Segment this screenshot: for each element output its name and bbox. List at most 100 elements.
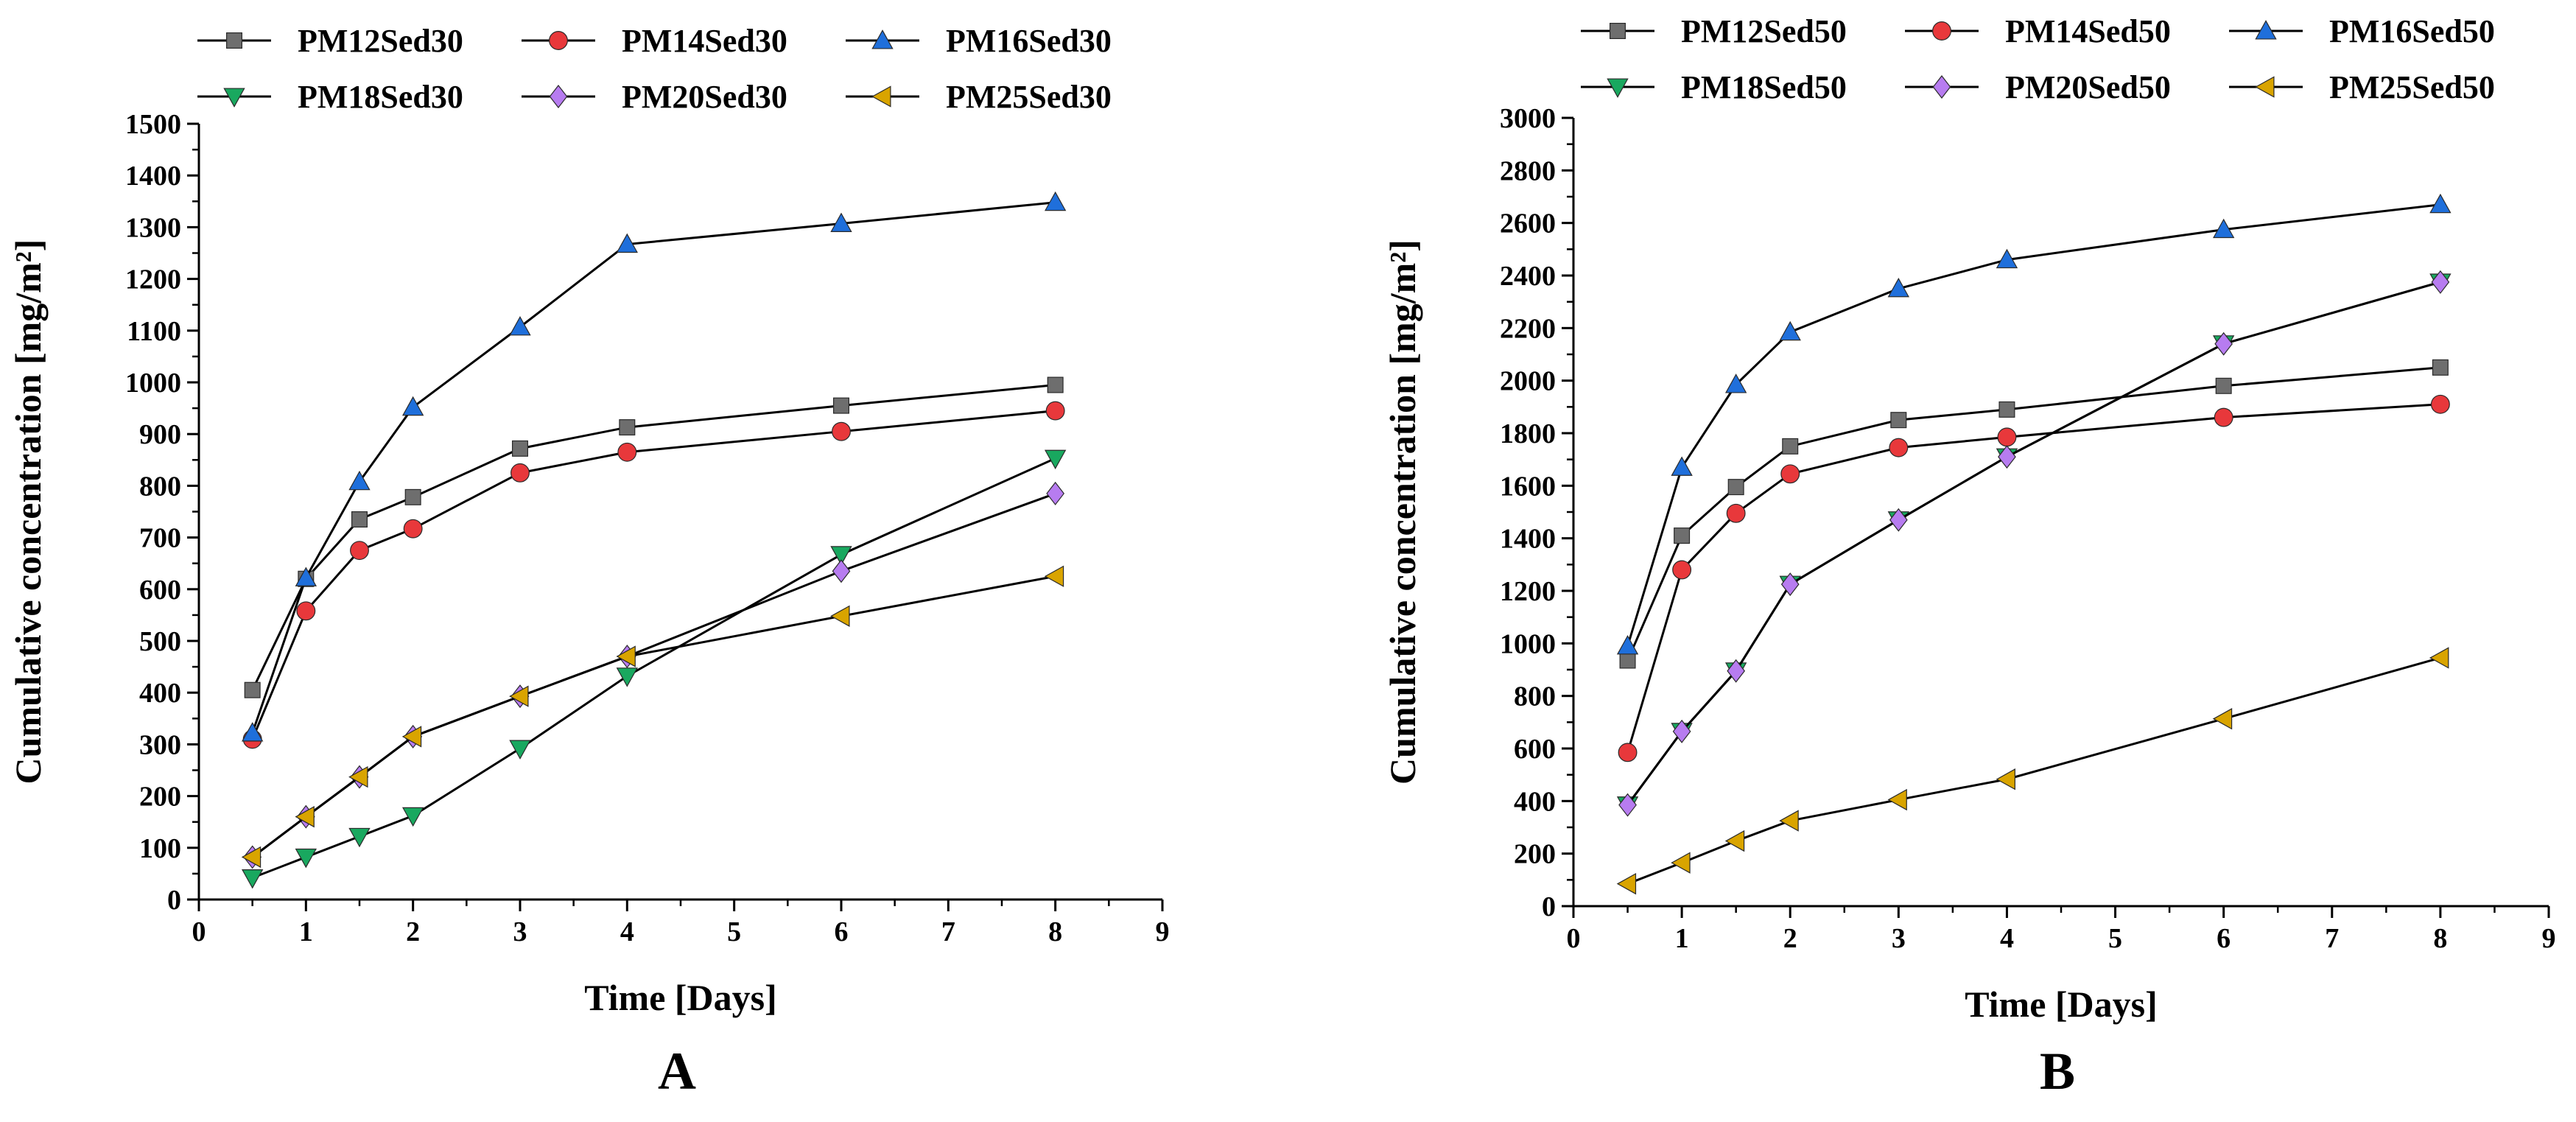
series-line [1627,656,2441,886]
y-tick-label: 1000 [1500,628,1556,659]
data-point [1782,438,1799,455]
legend-label: PM18Sed50 [1681,69,1847,105]
legend: PM12Sed50 PM14Sed50 PM16Sed50 PM18Sed50 PM20… [1581,13,2495,105]
series-line [1626,403,2440,753]
legend-label: PM18Sed30 [298,79,463,115]
data-point [830,605,850,627]
series-line [1626,203,2441,647]
data-point [1619,652,1636,669]
y-tick-label: 1500 [125,109,181,140]
data-point [401,726,422,748]
legend-label: PM12Sed30 [298,23,463,59]
x-tick-label: 8 [1048,916,1062,947]
data-point [244,681,261,698]
legend-label: PM25Sed30 [946,79,1112,115]
x-tick-label: 2 [406,916,420,947]
x-tick-label: 6 [2217,923,2231,954]
x-tick-label: 2 [1783,923,1797,954]
y-tick-label: 200 [1514,839,1556,870]
data-point [295,848,317,869]
legend-label: PM14Sed50 [2005,13,2171,49]
data-point [2432,359,2449,376]
series-PM25Sed50 [1616,647,2449,895]
y-tick-label: 2400 [1500,261,1556,292]
series-PM14Sed30 [242,401,1065,749]
data-point [1045,401,1065,421]
data-point [1889,438,1909,457]
data-point [830,546,852,566]
y-tick-label: 1200 [1500,576,1556,607]
data-point [1672,719,1691,743]
legend-marker [1610,23,1626,39]
x-tick-label: 7 [941,916,955,947]
data-point [510,463,530,483]
data-point [1779,320,1801,341]
data-point [1726,503,1746,523]
data-point [1998,401,2015,418]
data-point [2431,270,2450,294]
y-tick-label: 600 [1514,734,1556,765]
data-point [295,806,315,828]
data-point [1890,412,1907,429]
data-point [2214,332,2233,356]
data-point [617,442,637,462]
y-tick-label: 700 [139,523,181,554]
data-point [1779,810,1799,832]
chart-panel-A: 0 1 2 3 4 5 6 7 8 9 0 100 200 300 400 500 600 700 800 900 10… [7,23,1170,1101]
x-tick-label: 9 [2542,923,2556,954]
data-point [1046,481,1065,505]
legend-label: PM16Sed30 [946,23,1112,59]
data-point [1780,572,1800,597]
series-PM18Sed50 [1616,273,2452,816]
data-point [2212,218,2235,239]
data-point [1727,659,1746,683]
x-tick-label: 5 [2108,923,2122,954]
legend-marker [2255,20,2277,40]
data-point [509,316,531,336]
x-tick-label: 0 [1567,923,1581,954]
series-line [251,384,1056,691]
data-point [401,396,424,416]
series-PM12Sed30 [244,376,1064,698]
data-point [1727,479,1744,496]
x-tick-label: 4 [620,916,634,947]
series-PM18Sed30 [241,449,1067,889]
data-point [295,567,317,586]
series-line [1626,281,2441,806]
data-point [1889,508,1908,532]
data-point [2212,708,2233,730]
data-point [511,440,528,457]
series-PM12Sed50 [1619,359,2449,669]
legend-marker [1932,75,1951,99]
legend-marker [1932,21,1951,41]
y-tick-label: 800 [139,471,181,502]
series-PM16Sed50 [1616,193,2452,655]
data-point [1997,427,2017,447]
panel-label: B [2040,1042,2075,1101]
data-point [832,397,849,414]
legend-marker [549,85,568,108]
data-point [616,645,636,667]
legend-marker [1607,78,1629,98]
x-tick-label: 0 [192,916,206,947]
y-tick-label: 300 [139,729,181,760]
data-point [1616,635,1639,655]
data-point [1996,768,2015,790]
x-tick-label: 6 [835,916,849,947]
data-point [1780,464,1800,484]
y-tick-label: 0 [167,885,181,916]
data-point [1724,374,1747,393]
y-tick-label: 1400 [125,161,181,192]
y-tick-label: 3000 [1500,103,1556,134]
legend-marker [223,88,245,108]
data-point [832,559,851,583]
data-point [616,667,639,687]
data-point [1887,788,1907,811]
y-tick-label: 1600 [1500,471,1556,502]
legend-marker [871,29,894,49]
legend-marker [549,31,568,50]
panel-label: A [658,1042,696,1101]
data-point [2429,193,2452,214]
data-point [619,419,636,436]
